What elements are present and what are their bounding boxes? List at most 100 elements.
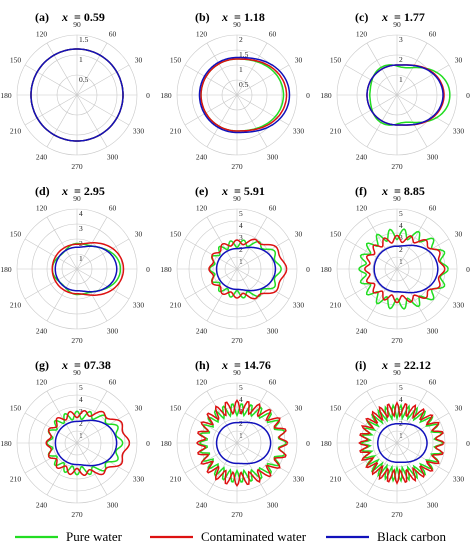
panel-x-variable: x xyxy=(61,10,68,24)
angle-tick-label: 180 xyxy=(160,91,172,100)
radial-tick-label: 3 xyxy=(399,35,403,44)
polar-panel-6: (f) x = 8.85123450306090120150180210240270… xyxy=(320,184,470,345)
series-line-contaminated-water xyxy=(358,400,445,486)
panel-label: (c) xyxy=(355,10,368,24)
grid-spoke xyxy=(236,94,290,126)
angle-tick-label: 60 xyxy=(429,30,437,39)
grid-spoke xyxy=(236,390,268,444)
radial-tick-label: 1 xyxy=(79,254,83,263)
angle-tick-label: 300 xyxy=(427,326,439,335)
angle-tick-label: 210 xyxy=(170,475,182,484)
grid-spoke xyxy=(366,268,398,322)
legend-label-black-carbon: Black carbon xyxy=(377,529,446,544)
polar-panel-7: (g) x = 07.3812345030609012015018021024027… xyxy=(0,358,150,519)
grid-spoke xyxy=(76,94,108,148)
grid-spoke xyxy=(396,268,450,300)
grid-spoke xyxy=(396,442,428,496)
radial-tick-label: 5 xyxy=(399,383,403,392)
grid-spoke xyxy=(396,42,428,96)
angle-tick-label: 270 xyxy=(231,510,243,519)
angle-tick-label: 0 xyxy=(466,265,470,274)
panel-x-value: = 1.18 xyxy=(234,10,265,24)
series-line-black-carbon xyxy=(215,246,277,292)
angle-tick-label: 240 xyxy=(196,326,208,335)
panel-x-value: = 5.91 xyxy=(234,184,265,198)
grid-spoke xyxy=(76,94,130,126)
grid-spoke xyxy=(76,268,130,300)
grid-spoke xyxy=(396,94,428,148)
angle-tick-label: 60 xyxy=(109,204,117,213)
polar-panel-2: (b) x = 1.18 0.5 1 1.5 2 0 30 60 90 120 150 180 210 240… xyxy=(160,10,310,171)
angle-tick-label: 300 xyxy=(267,326,279,335)
radial-tick-label: 5 xyxy=(239,209,243,218)
angle-tick-label: 270 xyxy=(391,510,403,519)
series-line-contaminated-water xyxy=(200,58,288,132)
radial-tick-label: 5 xyxy=(399,209,403,218)
angle-tick-label: 120 xyxy=(196,204,208,213)
angle-tick-label: 330 xyxy=(133,127,145,136)
radial-tick-label: 1.5 xyxy=(79,35,89,44)
grid-spoke xyxy=(236,268,268,322)
radial-tick-label: 3 xyxy=(399,233,403,242)
angle-tick-label: 30 xyxy=(135,230,143,239)
grid-spoke xyxy=(46,216,78,270)
radial-tick-label: 4 xyxy=(399,221,403,230)
series-line-pure-water xyxy=(369,64,451,126)
series-line-black-carbon xyxy=(30,48,124,142)
angle-tick-label: 210 xyxy=(330,301,342,310)
grid-spoke xyxy=(76,64,130,96)
angle-tick-label: 0 xyxy=(466,439,470,448)
angle-tick-label: 30 xyxy=(455,404,463,413)
grid-spoke xyxy=(236,94,268,148)
angle-tick-label: 240 xyxy=(36,500,48,509)
grid-spoke xyxy=(206,42,238,96)
angle-tick-label: 90 xyxy=(393,20,401,29)
legend-label-pure-water: Pure water xyxy=(66,529,123,544)
angle-tick-label: 300 xyxy=(107,326,119,335)
panel-x-value: = 8.85 xyxy=(394,184,425,198)
series-line-black-carbon xyxy=(366,64,444,126)
angle-tick-label: 270 xyxy=(231,336,243,345)
angle-tick-label: 30 xyxy=(455,56,463,65)
angle-tick-label: 300 xyxy=(427,152,439,161)
grid-spoke xyxy=(24,64,78,96)
angle-tick-label: 0 xyxy=(306,439,310,448)
grid-spoke xyxy=(46,442,78,496)
angle-tick-label: 270 xyxy=(71,510,83,519)
angle-tick-label: 180 xyxy=(320,91,332,100)
panel-label: (d) xyxy=(35,184,50,198)
radial-tick-label: 2 xyxy=(239,245,243,254)
radial-tick-label: 2 xyxy=(79,419,83,428)
angle-tick-label: 30 xyxy=(295,404,303,413)
legend: Pure water Contaminated water Black carb… xyxy=(15,529,446,544)
panel-label: (a) xyxy=(35,10,49,24)
angle-tick-label: 240 xyxy=(356,326,368,335)
series-line-pure-water xyxy=(198,403,287,483)
grid-spoke xyxy=(24,238,78,270)
radial-tick-label: 3 xyxy=(399,407,403,416)
series-line-contaminated-water xyxy=(51,242,125,296)
angle-tick-label: 60 xyxy=(269,30,277,39)
radial-tick-label: 1 xyxy=(79,55,83,64)
grid-spoke xyxy=(206,268,238,322)
angle-tick-label: 0 xyxy=(146,439,150,448)
series-line-black-carbon xyxy=(54,419,118,467)
grid-spoke xyxy=(184,412,238,444)
legend-black-carbon: Black carbon xyxy=(326,529,446,544)
angle-tick-label: 210 xyxy=(10,301,22,310)
grid-spoke xyxy=(206,216,238,270)
angle-tick-label: 180 xyxy=(160,265,172,274)
angle-tick-label: 300 xyxy=(267,500,279,509)
panel-x-value: = 2.95 xyxy=(74,184,105,198)
angle-tick-label: 330 xyxy=(133,301,145,310)
angle-tick-label: 150 xyxy=(170,56,182,65)
panel-x-variable: x xyxy=(221,10,228,24)
radial-tick-label: 4 xyxy=(239,395,243,404)
grid-spoke xyxy=(184,64,238,96)
angle-tick-label: 60 xyxy=(109,378,117,387)
angle-tick-label: 90 xyxy=(233,194,241,203)
angle-tick-label: 120 xyxy=(356,378,368,387)
panel-x-value: = 14.76 xyxy=(234,358,271,372)
grid-spoke xyxy=(76,42,108,96)
